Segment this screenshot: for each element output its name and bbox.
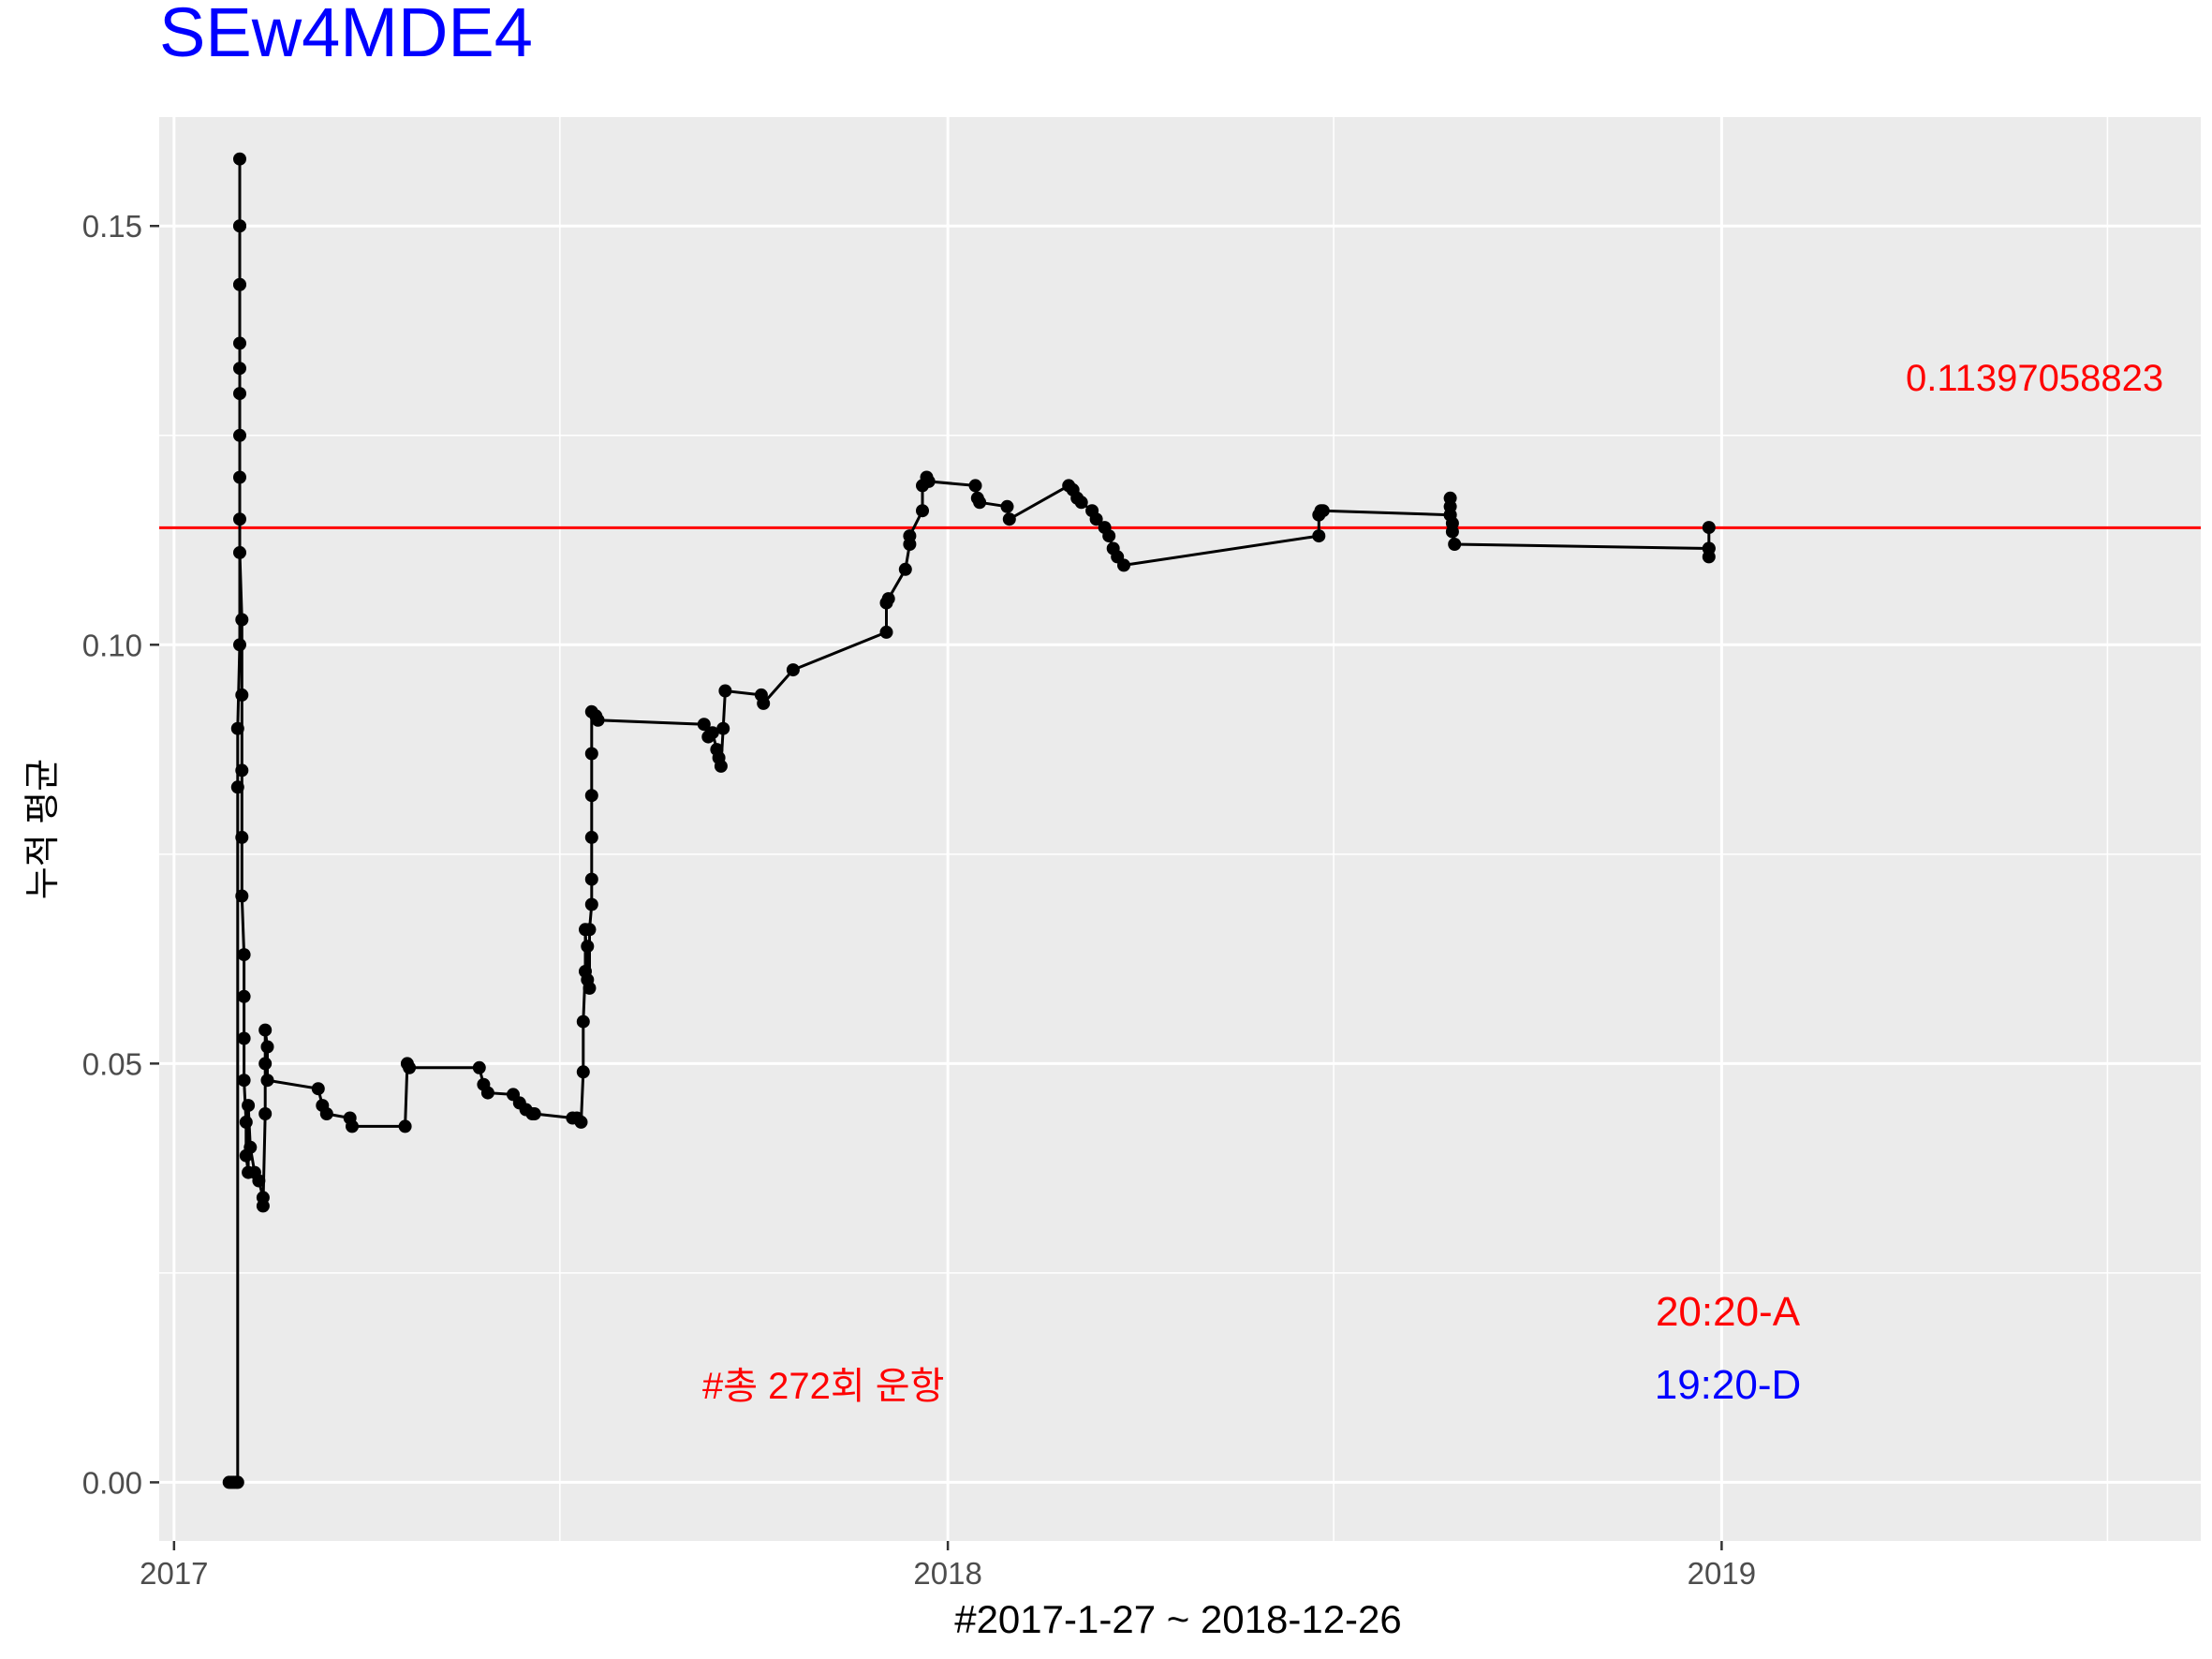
data-point [581, 940, 595, 954]
data-point [714, 759, 728, 773]
data-point [403, 1060, 417, 1074]
data-point [230, 1475, 244, 1489]
data-point [233, 545, 246, 559]
data-point [584, 872, 598, 886]
data-point [256, 1199, 270, 1213]
data-point [916, 504, 929, 518]
y-tick-label: 0.00 [82, 1465, 142, 1500]
data-point [237, 989, 251, 1003]
data-point [258, 1023, 273, 1037]
data-point [1316, 504, 1330, 518]
data-point [235, 613, 249, 627]
data-point [1002, 512, 1016, 526]
data-point [584, 747, 598, 761]
data-point [705, 726, 719, 740]
data-point [311, 1082, 325, 1096]
series-points [222, 152, 1716, 1489]
data-point [1312, 529, 1326, 543]
data-point [237, 1031, 251, 1045]
x-axis-label: #2017-1-27 ~ 2018-12-26 [954, 1597, 1402, 1641]
data-point [472, 1060, 486, 1074]
data-point [1702, 541, 1716, 555]
data-point [1448, 538, 1462, 551]
data-point [582, 981, 597, 995]
data-point [576, 1065, 590, 1079]
y-tick-label: 0.15 [82, 209, 142, 244]
data-point [230, 721, 244, 735]
data-point [233, 277, 246, 291]
data-point [233, 470, 246, 484]
data-point [591, 713, 605, 727]
x-tick-label: 2017 [140, 1556, 208, 1591]
data-point [898, 562, 912, 576]
data-point [235, 830, 249, 844]
data-point [1000, 499, 1014, 513]
departure-annotation: 19:20-D [1655, 1362, 1802, 1408]
data-point [237, 1074, 251, 1088]
x-tick-label: 2018 [913, 1556, 981, 1591]
y-tick-label: 0.10 [82, 628, 142, 662]
data-point [258, 1057, 273, 1071]
data-point [233, 387, 246, 401]
data-point [233, 428, 246, 442]
data-point [786, 663, 800, 677]
data-point [584, 897, 598, 911]
chart-title: SEw4MDE4 [159, 0, 533, 71]
data-point [757, 696, 771, 710]
data-point [576, 1015, 590, 1029]
data-point [968, 479, 982, 493]
data-point [258, 1107, 273, 1120]
data-point [233, 638, 246, 652]
data-point [697, 718, 711, 732]
plot-panel [159, 117, 2201, 1541]
data-point [233, 336, 246, 350]
data-point [1702, 521, 1716, 535]
data-point [237, 948, 251, 962]
data-point [1445, 525, 1459, 539]
data-point [233, 512, 246, 526]
data-point [243, 1140, 258, 1154]
data-point [973, 496, 987, 510]
data-point [480, 1086, 494, 1100]
data-point [233, 152, 246, 166]
data-point [903, 529, 917, 543]
data-point [235, 889, 249, 903]
data-point [1074, 496, 1088, 510]
data-point [230, 780, 244, 794]
data-point [346, 1119, 359, 1133]
data-point [235, 763, 249, 778]
data-point [879, 625, 893, 639]
reference-label: 0.11397058823 [1906, 358, 2163, 399]
data-point [252, 1174, 266, 1188]
data-point [239, 1115, 253, 1129]
y-axis-label: 누적 평균 [23, 759, 63, 899]
data-point [233, 219, 246, 233]
arrival-annotation: 20:20-A [1656, 1289, 1801, 1335]
axes: 2017 2018 2019 0.00 0.05 0.10 0.15 [82, 209, 1756, 1591]
data-point [574, 1115, 588, 1129]
data-point [582, 923, 597, 937]
data-point [1102, 529, 1116, 543]
data-point [718, 684, 732, 698]
data-point [233, 362, 246, 376]
data-point [922, 474, 936, 488]
data-point [235, 688, 249, 702]
data-point [527, 1107, 541, 1120]
data-point [1117, 558, 1130, 572]
data-point [716, 721, 730, 735]
data-point [319, 1107, 333, 1120]
data-point [1089, 512, 1103, 526]
grid-lines [159, 117, 2201, 1541]
data-point [584, 789, 598, 803]
y-tick-label: 0.05 [82, 1046, 142, 1081]
data-point [260, 1074, 274, 1088]
x-tick-label: 2019 [1688, 1556, 1756, 1591]
data-point [881, 592, 895, 606]
data-point [242, 1099, 256, 1113]
total-runs-annotation: #총 272회 운항 [702, 1366, 944, 1407]
data-point [398, 1119, 412, 1133]
data-point [584, 830, 598, 844]
data-point [260, 1040, 274, 1054]
